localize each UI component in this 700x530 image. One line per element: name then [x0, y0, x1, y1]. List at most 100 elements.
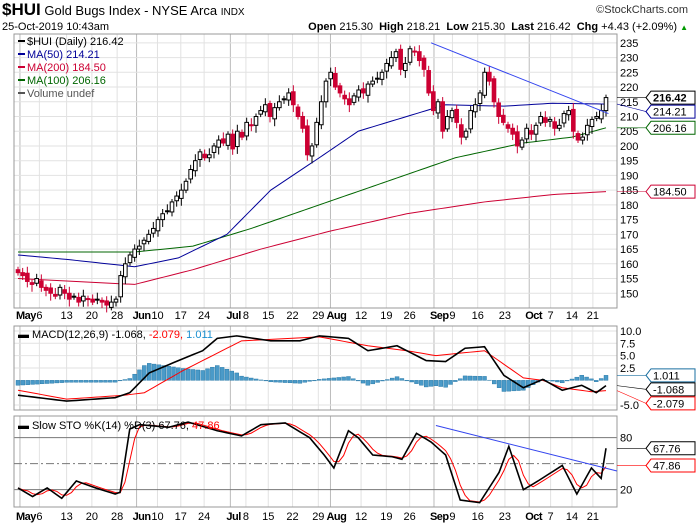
date-tick-label: 15	[262, 310, 274, 322]
macd-histogram-bar	[321, 378, 327, 381]
macd-histogram-bar	[574, 376, 580, 381]
candle-body	[482, 71, 487, 96]
macd-histogram-bar	[74, 380, 79, 383]
macd-histogram-bar	[263, 380, 269, 382]
candle-body	[407, 48, 413, 63]
macd-histogram-bar	[166, 366, 171, 381]
macd-histogram-bar	[122, 379, 128, 381]
candle-body	[571, 108, 576, 132]
candle-body	[501, 114, 506, 123]
candle-body	[39, 280, 44, 288]
candle-body	[515, 131, 520, 147]
date-tick-label: Jul	[226, 310, 241, 322]
macd-histogram-bar	[297, 380, 303, 384]
candle-body	[440, 101, 445, 132]
macd-histogram-bar	[253, 378, 259, 381]
candle-body	[155, 219, 161, 232]
last-value-label: 47.86	[653, 461, 681, 473]
candle-body	[533, 124, 539, 135]
macd-histogram-bar	[64, 380, 69, 383]
date-tick-label: Jul	[226, 511, 241, 523]
macd-histogram-bar	[40, 380, 45, 385]
macd-histogram-bar	[195, 369, 201, 381]
candle-body	[151, 227, 156, 234]
macd-histogram-bar	[205, 368, 210, 381]
y-tick-label: 160	[620, 259, 638, 271]
date-tick-label: Jun	[133, 310, 152, 322]
candle-body	[351, 95, 357, 103]
candle-body	[202, 153, 207, 159]
macd-histogram-bar	[25, 380, 30, 385]
brand-logo: ©StockCharts.com	[596, 4, 688, 16]
candle-body	[281, 98, 287, 101]
candle-body	[426, 70, 431, 94]
date-tick-label: 20	[86, 511, 98, 523]
macd-histogram-bar	[103, 380, 108, 383]
last-value-pointer	[616, 385, 647, 390]
candle-body	[594, 115, 599, 119]
macd-histogram-bar	[317, 379, 322, 381]
candle-body	[127, 254, 133, 264]
candle-body	[90, 298, 95, 303]
candle-body	[179, 189, 184, 199]
candle-body	[496, 102, 501, 117]
candle-body	[431, 91, 436, 112]
date-tick-label: 19	[380, 310, 392, 322]
candle-body	[104, 300, 109, 306]
date-tick-label: 26	[404, 310, 416, 322]
date-tick-label: 6	[36, 511, 42, 523]
chart-title: $HUI Gold Bugs Index - NYSE Arca INDX	[2, 0, 245, 19]
legend-swatch	[18, 53, 25, 55]
macd-histogram-bar	[30, 380, 35, 385]
candle-body	[445, 115, 450, 130]
candle-body	[575, 133, 581, 141]
legend-swatch	[18, 40, 25, 42]
candle-body	[309, 145, 315, 157]
candle-body	[361, 88, 366, 94]
date-tick-label: 12	[355, 310, 367, 322]
candle-body	[375, 77, 380, 80]
macd-histogram-bar	[88, 380, 94, 383]
candle-body	[435, 101, 441, 114]
candle-body	[193, 160, 198, 172]
candle-body	[20, 272, 25, 277]
candle-body	[505, 124, 511, 129]
macd-histogram-bar	[453, 380, 458, 382]
y-tick-label: -5.0	[620, 400, 639, 412]
macd-histogram-bar	[360, 380, 366, 384]
macd-histogram-bar	[273, 380, 278, 383]
candle-body	[412, 50, 417, 53]
date-tick-label: 10	[151, 511, 163, 523]
candle-body	[211, 145, 217, 153]
last-value-pointer	[616, 390, 647, 404]
date-tick-label: Sep	[430, 310, 449, 322]
macd-histogram-bar	[579, 375, 584, 381]
macd-histogram-bar	[307, 380, 312, 382]
macd-histogram-bar	[472, 375, 477, 381]
candle-body	[267, 103, 273, 117]
last-value-tag	[645, 441, 696, 456]
macd-legend: ▬ MACD(12,26,9) -1.068, -2.079, 1.011	[18, 329, 213, 341]
y-tick-label: 7.5	[620, 338, 635, 350]
date-tick-label: 10	[151, 310, 163, 322]
last-value-pointer	[616, 103, 647, 112]
y-tick-label: 155	[620, 274, 638, 286]
legend-item: Volume undef	[27, 88, 95, 100]
macd-histogram-bar	[433, 380, 439, 386]
legend-item: MA(200) 184.50	[27, 62, 106, 74]
macd-histogram-bar	[482, 376, 487, 381]
y-tick-label: 150	[620, 288, 638, 300]
macd-histogram-bar	[229, 370, 235, 381]
ma100-line	[18, 127, 607, 253]
panel-frame	[13, 325, 618, 411]
macd-histogram-bar	[287, 380, 293, 384]
candle-body	[477, 92, 483, 105]
macd-histogram-bar	[492, 380, 497, 385]
macd-histogram-bar	[44, 380, 50, 384]
candle-body	[169, 201, 175, 213]
candle-body	[253, 115, 259, 126]
macd-histogram-bar	[142, 365, 147, 381]
sto-legend: ▬ Slow STO %K(14) %D(3) 67.76, 47.86	[18, 420, 220, 432]
